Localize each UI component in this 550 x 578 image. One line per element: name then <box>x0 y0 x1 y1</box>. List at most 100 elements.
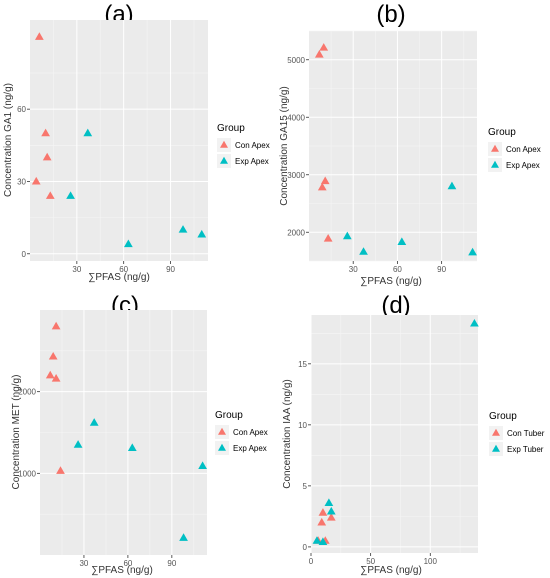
y-tick-label: 5000 <box>287 56 305 65</box>
data-point-exp-apex <box>197 229 207 238</box>
x-tick-label: 60 <box>393 265 402 274</box>
panel-label: (b) <box>376 1 405 28</box>
data-point-con-apex <box>323 233 333 242</box>
panel-label: (d) <box>381 292 410 319</box>
x-tick-label: 100 <box>424 557 438 566</box>
panel-4: (d) 0 50 100 0 5 10 15 ∑PFAS (ng/g) Concentration… <box>282 292 545 576</box>
x-axis-title: ∑PFAS (ng/g) <box>91 565 153 576</box>
data-point-con-apex <box>42 152 52 161</box>
data-point-exp-tuber <box>470 318 479 327</box>
data-point-con-tuber <box>326 513 336 521</box>
data-point-exp-apex <box>73 440 83 448</box>
legend-entry-label: Con Apex <box>235 141 270 150</box>
plot-background <box>30 20 208 261</box>
data-point-exp-apex <box>447 181 457 190</box>
x-tick-label: 60 <box>119 265 128 274</box>
x-tick-label: 30 <box>349 265 358 274</box>
data-point-exp-apex <box>198 461 207 469</box>
data-point-exp-apex <box>83 128 93 137</box>
data-point-exp-apex <box>468 247 477 256</box>
y-tick-label: 5 <box>303 482 308 491</box>
data-point-exp-apex <box>123 239 133 248</box>
legend-entry-label: Exp Apex <box>233 444 267 453</box>
legend-entry-label: Con Apex <box>233 428 268 437</box>
legend-entry-label: Exp Apex <box>235 157 269 166</box>
data-point-exp-apex <box>342 231 352 240</box>
data-point-con-apex <box>31 176 41 185</box>
x-tick-label: 60 <box>123 559 132 568</box>
data-point-con-apex <box>41 128 50 137</box>
legend: Group Con Tuber Exp Tuber <box>489 411 545 456</box>
y-tick-label: 15 <box>298 360 307 369</box>
legend-title: Group <box>488 127 516 138</box>
data-point-con-tuber <box>317 517 327 526</box>
legend-title: Group <box>489 411 517 422</box>
x-tick-label: 90 <box>167 559 176 568</box>
legend-title: Group <box>215 410 243 421</box>
y-tick-label: 30 <box>17 177 26 186</box>
y-axis-title: Concentration IAA (ng/g) <box>282 379 293 489</box>
legend-key-marker <box>220 140 228 148</box>
legend-key-marker <box>220 156 228 164</box>
x-tick-label: 50 <box>366 557 375 566</box>
y-tick-label: 0 <box>22 250 27 259</box>
data-point-con-apex <box>319 43 329 51</box>
data-point-con-apex <box>48 351 58 360</box>
data-point-exp-apex <box>178 225 188 233</box>
legend: Group Con Apex Exp Apex <box>215 410 268 455</box>
data-point-con-apex <box>51 321 61 330</box>
y-tick-label: 60 <box>17 105 26 114</box>
legend-key-marker <box>218 443 226 451</box>
y-axis-title: Concentration GA15 (ng/g) <box>279 86 290 206</box>
y-tick-label: 2000 <box>18 388 36 397</box>
legend: Group Con Apex Exp Apex <box>217 123 270 168</box>
legend-entry-label: Exp Tuber <box>507 445 544 454</box>
data-point-exp-apex <box>66 191 75 199</box>
x-tick-label: 90 <box>437 265 446 274</box>
data-point-exp-apex <box>359 247 368 255</box>
x-tick-label: 0 <box>309 557 314 566</box>
plot-background <box>311 315 478 553</box>
data-point-exp-apex <box>127 443 137 452</box>
data-point-con-apex <box>56 466 65 474</box>
y-axis-title: Concentration MET (ng/g) <box>11 375 22 490</box>
y-tick-label: 2000 <box>287 228 305 237</box>
legend-key-marker <box>492 428 500 436</box>
data-point-con-apex <box>51 374 61 382</box>
data-point-exp-tuber <box>324 498 334 506</box>
y-axis-title: Concentration GA1 (ng/g) <box>3 83 14 197</box>
data-point-con-apex <box>34 32 44 40</box>
data-point-exp-apex <box>179 533 188 541</box>
data-point-exp-apex <box>397 237 407 246</box>
data-point-con-apex <box>45 370 55 379</box>
legend: Group Con Apex Exp Apex <box>488 127 541 172</box>
legend-entry-label: Con Tuber <box>507 429 545 438</box>
data-point-con-apex <box>320 176 330 185</box>
x-tick-label: 90 <box>166 265 175 274</box>
data-point-con-apex <box>45 191 55 199</box>
y-tick-label: 10 <box>298 421 307 430</box>
panel-2: (b) 30 60 90 2000 3000 4000 5000 ∑PFAS (ng/g) Con… <box>279 1 541 287</box>
data-point-exp-tuber <box>312 536 322 544</box>
y-tick-label: 4000 <box>287 113 305 122</box>
data-point-exp-apex <box>89 418 99 426</box>
data-point-con-apex <box>317 182 327 191</box>
data-point-con-apex <box>314 49 324 58</box>
x-tick-label: 30 <box>72 265 81 274</box>
legend-entry-label: Con Apex <box>506 145 541 154</box>
legend-key-marker <box>491 160 499 168</box>
x-axis-title: ∑PFAS (ng/g) <box>88 272 150 283</box>
y-tick-label: 1000 <box>18 469 36 478</box>
data-point-exp-tuber <box>326 506 336 515</box>
data-point-con-tuber <box>318 508 328 516</box>
x-axis-title: ∑PFAS (ng/g) <box>360 276 422 287</box>
x-tick-label: 30 <box>79 559 88 568</box>
legend-key-marker <box>218 427 226 435</box>
x-axis-title: ∑PFAS (ng/g) <box>360 565 422 576</box>
y-tick-label: 0 <box>303 543 308 552</box>
y-tick-label: 3000 <box>287 171 305 180</box>
legend-key-marker <box>491 144 499 152</box>
